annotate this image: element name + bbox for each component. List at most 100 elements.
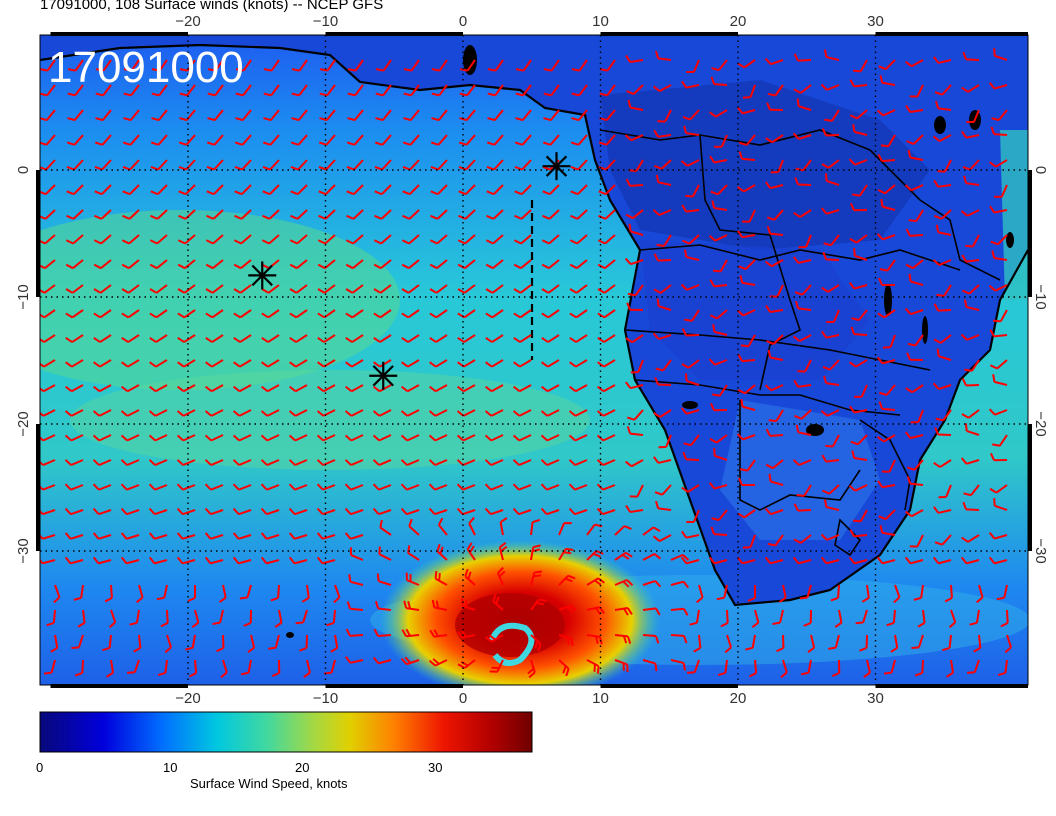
barb-112: [234, 134, 252, 146]
barb-534: [288, 434, 308, 442]
barb-858: [558, 659, 570, 677]
barb-546: [626, 426, 644, 436]
barb-261: [485, 234, 504, 245]
barb-475: [596, 384, 616, 393]
barb-172: [937, 159, 952, 173]
barb-397: [373, 334, 392, 343]
barb-116: [346, 134, 364, 146]
barb-338: [680, 283, 700, 291]
barb-299: [569, 259, 588, 270]
barb-134: [852, 124, 868, 136]
barb-179: [150, 184, 168, 196]
barb-747: [376, 573, 392, 586]
barb-540: [456, 434, 476, 442]
barb-353: [121, 309, 140, 319]
barb-300: [597, 259, 616, 270]
barb-728: [820, 556, 840, 565]
barb-231: [625, 209, 644, 220]
barb-131: [765, 134, 784, 144]
barb-822: [530, 634, 542, 652]
barb-170: [877, 153, 896, 163]
barb-695: [879, 525, 896, 536]
barb-891: [498, 684, 504, 685]
barb-255: [317, 234, 336, 245]
barb-61: [767, 84, 784, 97]
barb-579: [568, 459, 588, 467]
barb-578: [540, 459, 560, 467]
barb-440: [597, 359, 616, 368]
barb-252: [233, 234, 252, 245]
barb-449: [849, 359, 868, 368]
barb-135: [880, 134, 896, 148]
barb-12: [375, 59, 392, 72]
barb-37: [95, 84, 112, 97]
barb-469: [428, 384, 448, 393]
barb-185: [318, 184, 336, 196]
barb-713: [407, 545, 420, 561]
barb-843: [127, 659, 140, 674]
barb-637: [232, 507, 252, 516]
lon-label-bottom-2: 0: [459, 690, 467, 707]
barb-438: [541, 359, 560, 368]
barb-806: [71, 634, 84, 650]
barb-593: [960, 457, 980, 465]
barb-773: [129, 609, 140, 626]
barb-900: [754, 684, 761, 685]
barb-77: [235, 109, 252, 122]
barb-865: [748, 659, 758, 678]
barb-786: [492, 593, 504, 611]
barb-571: [344, 459, 364, 467]
barb-836: [911, 634, 924, 650]
barb-874: [997, 659, 1008, 676]
barb-15: [459, 59, 476, 72]
barb-29: [853, 59, 868, 73]
barb-539: [428, 434, 448, 442]
barb-287: [233, 259, 252, 270]
barb-800: [886, 609, 896, 627]
barb-748: [405, 572, 420, 586]
barb-656: [764, 507, 784, 516]
barb-585: [739, 459, 756, 472]
barb-110: [178, 134, 196, 146]
map-title: 17091000, 108 Surface winds (knots) -- N…: [40, 0, 384, 13]
barb-484: [854, 384, 868, 398]
barb-41: [207, 84, 224, 97]
barb-783: [403, 600, 420, 611]
barb-405: [597, 334, 616, 343]
barb-493: [120, 409, 140, 417]
barb-367: [513, 309, 532, 319]
barb-60: [742, 84, 756, 99]
barb-150: [318, 159, 336, 171]
barb-771: [77, 609, 86, 628]
barb-561: [64, 459, 84, 467]
barb-441: [630, 359, 644, 374]
barb-372: [656, 298, 672, 311]
barb-244: [989, 205, 1008, 214]
barb-230: [598, 209, 616, 220]
barb-668: [120, 532, 140, 540]
barb-834: [859, 634, 868, 652]
barb-186: [346, 184, 364, 196]
barb-815: [330, 634, 339, 653]
barb-109: [150, 134, 168, 146]
barb-632: [92, 507, 112, 516]
barb-101: [905, 105, 924, 114]
barb-142: [94, 159, 112, 171]
barb-741: [218, 584, 227, 603]
barb-302: [653, 253, 672, 262]
barb-149: [290, 159, 308, 171]
barb-524: [988, 408, 1008, 416]
barb-48: [403, 84, 420, 97]
barb-692: [793, 534, 812, 544]
lon-label-top-0: −20: [175, 13, 200, 30]
barb-178: [122, 184, 140, 196]
barb-643: [400, 507, 420, 516]
coastline: [40, 43, 1028, 607]
barb-53: [543, 84, 560, 97]
barb-98: [824, 109, 840, 122]
barb-422: [93, 359, 112, 368]
barb-596: [64, 483, 84, 491]
barb-76: [207, 109, 224, 122]
barb-726: [764, 556, 784, 565]
barb-655: [737, 509, 756, 519]
